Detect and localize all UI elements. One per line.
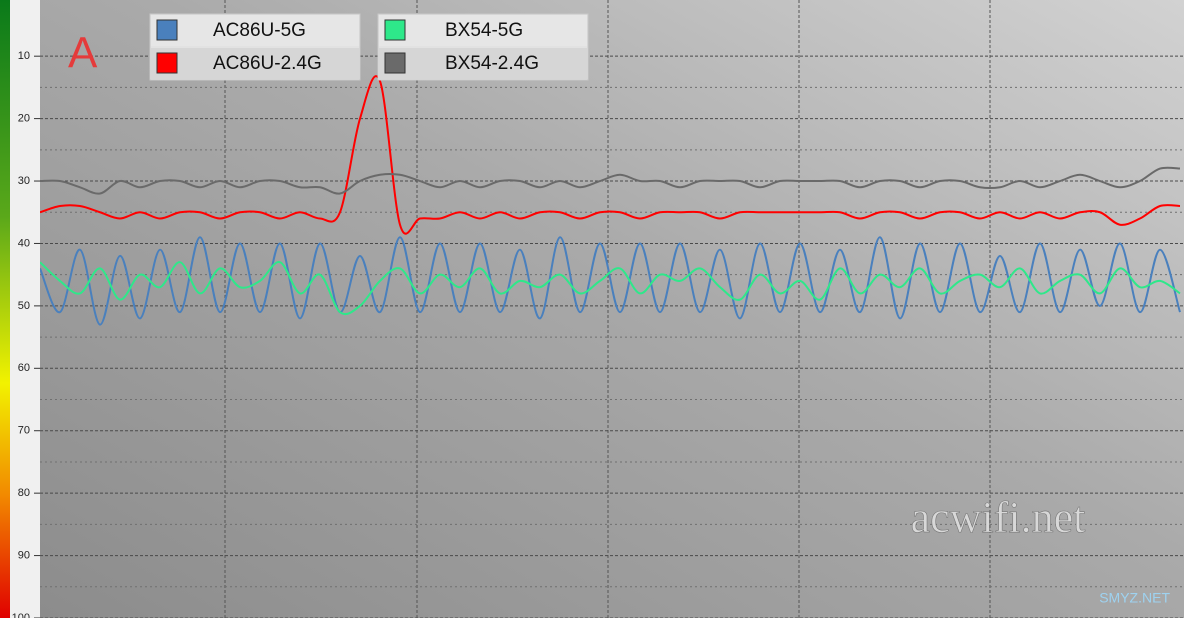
strength-bar [0, 0, 10, 618]
legend-swatch [156, 52, 178, 74]
y-tick-label: 80 [18, 487, 30, 499]
plot-area [40, 0, 1184, 618]
y-tick-label: 60 [18, 362, 30, 374]
series-line [40, 166, 1181, 195]
legend-label: AC86U-5G [213, 20, 306, 41]
series-lines [40, 75, 1181, 326]
legend-label: BX54-2.4G [445, 53, 539, 74]
y-tick-label: 20 [18, 113, 30, 125]
y-tick-label: 100 [12, 612, 30, 618]
legend-swatch [384, 52, 406, 74]
series-line [40, 236, 1181, 326]
source-watermark: SMYZ.NET [1099, 590, 1170, 606]
legend: AC86U-5G AC86U-2.4G BX54-5G BX54-2.4G [149, 13, 589, 81]
legend-label: BX54-5G [445, 20, 523, 41]
y-tick-label: 40 [18, 237, 30, 249]
y-tick-label: 10 [18, 50, 30, 62]
legend-row [379, 15, 587, 46]
legend-row [379, 48, 587, 79]
legend-row [151, 15, 359, 46]
axis-band [10, 0, 40, 618]
annotation-label: A [68, 29, 98, 78]
y-tick-label: 90 [18, 549, 30, 561]
watermark: acwifi.net [911, 493, 1086, 542]
series-line [40, 261, 1181, 316]
y-tick-label: 30 [18, 175, 30, 187]
legend-label: AC86U-2.4G [213, 53, 322, 74]
y-tick-label: 70 [18, 425, 30, 437]
legend-swatch [384, 19, 406, 41]
y-tick-label: 50 [18, 300, 30, 312]
legend-row [151, 48, 359, 79]
series-line [40, 75, 1181, 235]
legend-swatch [156, 19, 178, 41]
